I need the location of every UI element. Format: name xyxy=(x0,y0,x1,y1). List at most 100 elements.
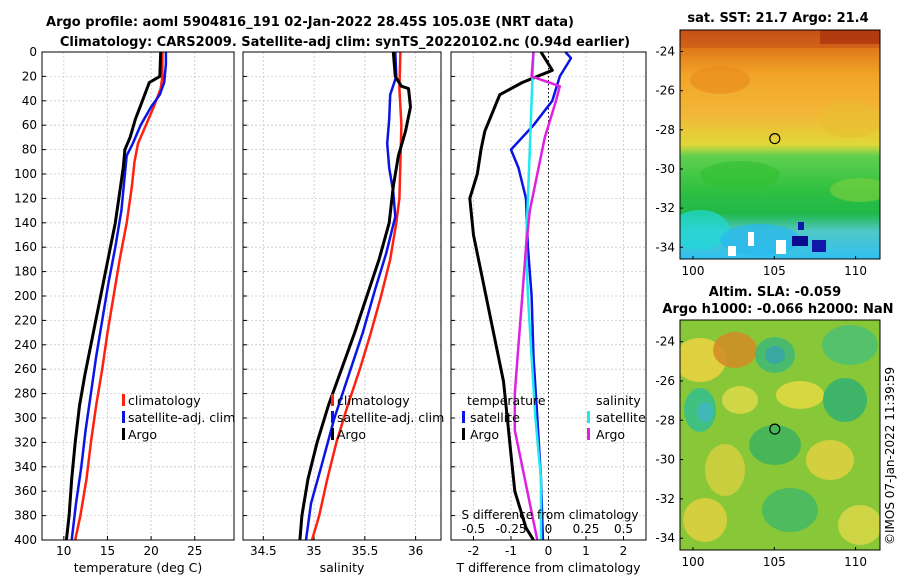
sla-profile-marker xyxy=(769,423,781,435)
legend-swatch xyxy=(331,411,334,423)
series-line-satellite-adj-clim xyxy=(70,52,168,540)
x-tick-label: 20 xyxy=(143,544,158,558)
map-x-tick-label: 105 xyxy=(763,555,786,569)
series-group xyxy=(468,52,573,540)
map-y-tick-label: -32 xyxy=(655,492,675,506)
legend-swatch xyxy=(122,411,125,423)
depth-tick-label: 20 xyxy=(22,69,37,83)
series-line-argo xyxy=(298,52,412,540)
depth-tick-label: 140 xyxy=(14,216,37,230)
map-y-tick-label: -34 xyxy=(655,240,675,254)
sst-map-field xyxy=(680,30,880,259)
x-tick-label: 10 xyxy=(56,544,71,558)
legend-swatch xyxy=(587,428,590,440)
map-x-tick-label: 105 xyxy=(763,264,786,278)
secondary-x-axis-label: S difference from climatology xyxy=(462,508,639,522)
series-line-salinity-argo xyxy=(513,52,562,540)
legend-entry: satellite xyxy=(470,410,520,425)
x-tick-label: 1 xyxy=(582,544,590,558)
sst-map-title: sat. SST: 21.7 Argo: 21.4 xyxy=(687,11,868,26)
map-y-tick-label: -24 xyxy=(655,335,675,349)
map-y-tick-label: -26 xyxy=(655,374,675,388)
depth-tick-label: 360 xyxy=(14,484,37,498)
x-tick-label: 36 xyxy=(408,544,423,558)
legend-swatch xyxy=(122,394,125,406)
legend-entry: satellite-adj. clim xyxy=(128,410,235,425)
map-y-tick-label: -24 xyxy=(655,45,675,59)
depth-tick-label: 120 xyxy=(14,191,37,205)
map-y-tick-label: -26 xyxy=(655,84,675,98)
secondary-x-tick-label: 0.5 xyxy=(614,522,633,536)
legend-entry: Argo xyxy=(470,427,499,442)
depth-tick-label: 0 xyxy=(29,45,37,59)
x-axis-label: salinity xyxy=(320,560,365,575)
difference-panel: -2 -1 0 1 2 T difference from climatology temp… xyxy=(450,51,647,575)
x-tick-label: 2 xyxy=(620,544,628,558)
secondary-x-tick-label: 0 xyxy=(545,522,553,536)
series-line-climatology xyxy=(73,52,164,540)
legend-swatch xyxy=(331,428,334,440)
map-x-tick-label: 110 xyxy=(844,264,867,278)
depth-tick-label: 280 xyxy=(14,387,37,401)
depth-tick-label: 80 xyxy=(22,143,37,157)
x-tick-label: 25 xyxy=(187,544,202,558)
legend-entry: satellite-adj. clim xyxy=(337,410,444,425)
depth-tick-label: 320 xyxy=(14,435,37,449)
map-x-tick-label: 100 xyxy=(682,264,705,278)
map-y-tick-label: -34 xyxy=(655,531,675,545)
depth-tick-label: 240 xyxy=(14,338,37,352)
depth-tick-label: 200 xyxy=(14,289,37,303)
depth-tick-label: 300 xyxy=(14,411,37,425)
series-line-temperature-argo xyxy=(468,52,554,540)
legend-title-salinity: salinity xyxy=(596,393,641,408)
sla-map-title-line2: Argo h1000: -0.066 h2000: NaN xyxy=(662,302,893,317)
legend-entry: Argo xyxy=(337,427,366,442)
figure-title-line1: Argo profile: aoml 5904816_191 02-Jan-20… xyxy=(46,15,574,30)
depth-tick-label: 400 xyxy=(14,533,37,547)
depth-tick-label: 100 xyxy=(14,167,37,181)
salinity-panel: 34.5 35 35.5 36 salinity climatology satellite… xyxy=(242,51,444,575)
map-x-tick-label: 100 xyxy=(682,555,705,569)
legend-swatch xyxy=(122,428,125,440)
series-group xyxy=(64,52,168,540)
timestamp-label: ©IMOS 07-Jan-2022 11:39:59 xyxy=(883,367,897,545)
series-line-temperature-satellite xyxy=(509,52,573,540)
map-y-tick-label: -28 xyxy=(655,413,675,427)
legend-swatch xyxy=(331,394,334,406)
map-y-tick-label: -30 xyxy=(655,162,675,176)
plot-frame xyxy=(450,51,647,541)
depth-tick-label: 60 xyxy=(22,118,37,132)
depth-tick-label: 380 xyxy=(14,509,37,523)
depth-tick-label: 180 xyxy=(14,265,37,279)
secondary-x-tick-label: 0.25 xyxy=(573,522,600,536)
series-line-salinity-satellite xyxy=(524,52,543,540)
x-tick-label: 0 xyxy=(545,544,553,558)
map-y-tick-label: -32 xyxy=(655,201,675,215)
x-tick-label: -2 xyxy=(468,544,480,558)
secondary-x-tick-label: -0.25 xyxy=(495,522,526,536)
legend-swatch xyxy=(462,428,465,440)
depth-tick-label: 340 xyxy=(14,460,37,474)
x-tick-label: 15 xyxy=(100,544,115,558)
legend-entry: satellite xyxy=(596,410,646,425)
x-tick-label: 35.5 xyxy=(351,544,378,558)
x-axis-label: temperature (deg C) xyxy=(74,560,203,575)
x-tick-label: 34.5 xyxy=(250,544,277,558)
sla-map-field xyxy=(680,320,880,550)
depth-tick-label: 260 xyxy=(14,362,37,376)
legend-swatch xyxy=(587,411,590,423)
series-line-satellite-adj-clim xyxy=(304,52,398,540)
legend-entry: Argo xyxy=(128,427,157,442)
legend-swatch xyxy=(462,411,465,423)
figure-title-line2: Climatology: CARS2009. Satellite-adj cli… xyxy=(60,35,630,50)
map-y-tick-label: -28 xyxy=(655,123,675,137)
x-tick-label: -1 xyxy=(505,544,517,558)
series-line-climatology xyxy=(310,52,403,540)
sla-map-panel: Altim. SLA: -0.059 Argo h1000: -0.066 h2… xyxy=(655,285,893,569)
depth-tick-label: 160 xyxy=(14,240,37,254)
legend-entry: climatology xyxy=(337,393,410,408)
series-group xyxy=(298,52,412,540)
depth-tick-label: 40 xyxy=(22,94,37,108)
series-line-argo xyxy=(64,52,163,540)
